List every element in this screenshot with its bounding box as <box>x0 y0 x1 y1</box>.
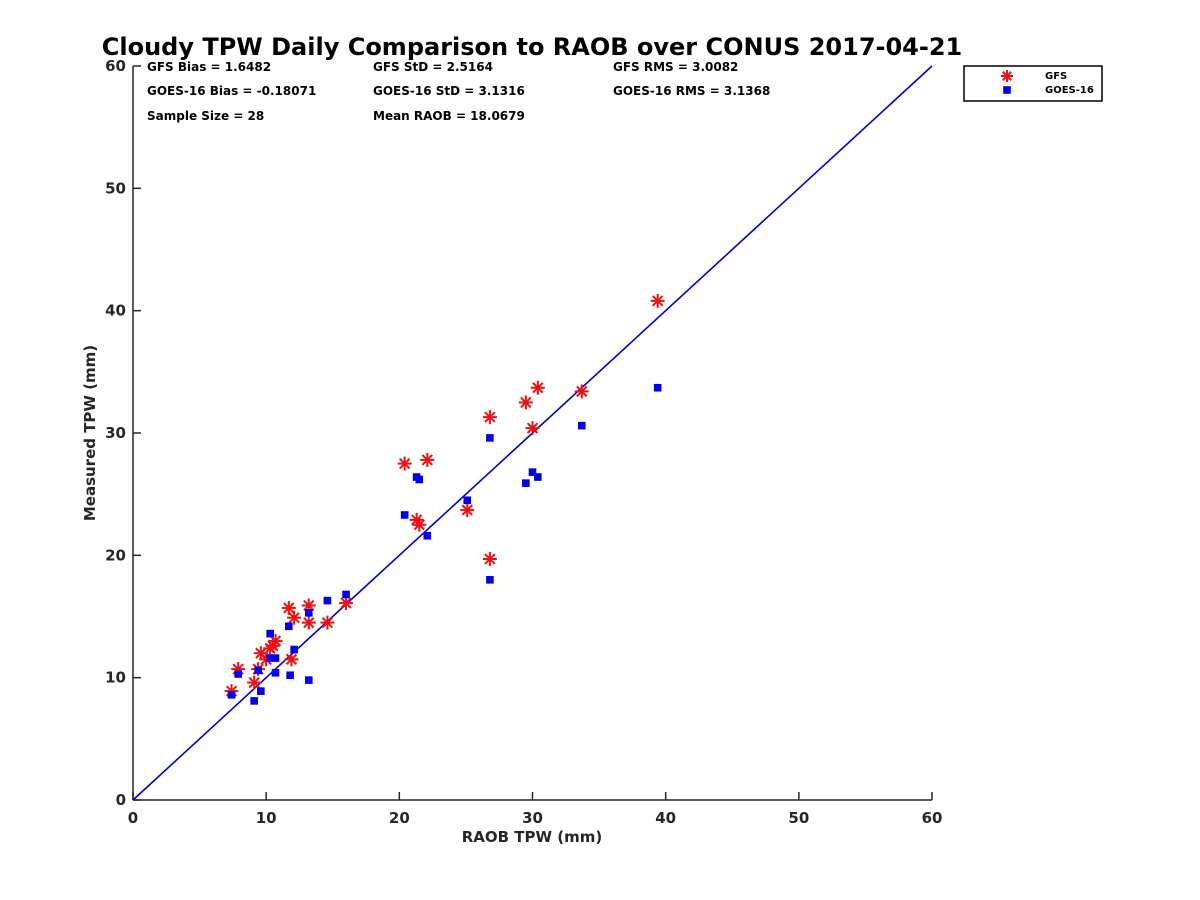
point-gfs <box>268 633 283 648</box>
stat-gfs-bias: GFS Bias = 1.6482 <box>147 60 271 74</box>
y-tick-label: 0 <box>116 791 126 809</box>
point-goes-16 <box>234 670 243 678</box>
x-axis-label: RAOB TPW (mm) <box>462 828 603 846</box>
point-goes-16 <box>271 668 280 677</box>
point-gfs <box>525 421 540 436</box>
point-goes-16 <box>304 609 313 617</box>
point-goes-16 <box>254 666 262 675</box>
point-goes-16 <box>342 590 350 599</box>
point-goes-16 <box>250 697 258 705</box>
chart-title: Cloudy TPW Daily Comparison to RAOB over… <box>102 33 962 61</box>
y-tick-label: 50 <box>105 179 126 197</box>
point-goes-16 <box>522 479 530 487</box>
point-goes-16 <box>486 576 494 584</box>
stat-mean-raob: Mean RAOB = 18.0679 <box>373 109 525 123</box>
point-goes-16 <box>286 671 294 680</box>
legend-marker-gfs <box>1001 70 1013 82</box>
stat-goes-std: GOES-16 StD = 3.1316 <box>373 84 525 98</box>
point-gfs <box>284 652 299 667</box>
legend-gfs-label: GFS <box>1045 71 1067 82</box>
stat-goes-rms: GOES-16 RMS = 3.1368 <box>613 84 770 98</box>
stat-sample-size: Sample Size = 28 <box>147 109 264 123</box>
point-gfs <box>650 293 665 308</box>
point-goes-16 <box>534 473 542 481</box>
point-goes-16 <box>415 475 424 484</box>
point-goes-16 <box>423 531 432 540</box>
point-goes-16 <box>463 496 472 505</box>
x-tick-label: 20 <box>389 809 410 827</box>
point-goes-16 <box>290 645 298 654</box>
point-gfs <box>247 675 262 690</box>
y-axis-label: Measured TPW (mm) <box>81 345 99 521</box>
point-goes-16 <box>257 687 265 695</box>
point-gfs <box>530 380 545 395</box>
point-gfs <box>339 596 354 611</box>
point-gfs <box>397 456 412 471</box>
point-goes-16 <box>528 468 537 476</box>
point-goes-16 <box>653 383 662 392</box>
stat-gfs-rms: GFS RMS = 3.0082 <box>613 60 738 74</box>
y-tick-label: 60 <box>105 57 126 75</box>
point-goes-16 <box>304 676 313 684</box>
point-goes-16 <box>266 629 274 638</box>
legend-gfs-marker <box>1001 70 1013 82</box>
x-tick-label: 30 <box>522 809 543 827</box>
point-goes-16 <box>266 654 274 662</box>
y-tick-label: 40 <box>105 302 126 320</box>
point-goes-16 <box>227 690 236 699</box>
point-goes-16 <box>486 434 494 442</box>
point-gfs <box>482 410 497 425</box>
point-gfs <box>482 552 497 567</box>
x-tick-label: 40 <box>655 809 676 827</box>
legend: GFS GOES-16 <box>963 65 1103 102</box>
point-gfs <box>460 503 475 518</box>
point-gfs <box>412 517 427 532</box>
legend-goes-marker <box>1003 86 1011 94</box>
point-goes-16 <box>271 654 280 662</box>
point-gfs <box>420 452 435 467</box>
x-tick-label: 10 <box>256 809 277 827</box>
x-tick-label: 60 <box>922 809 943 827</box>
point-goes-16 <box>400 511 409 519</box>
y-tick-label: 20 <box>105 546 126 564</box>
y-tick-label: 30 <box>105 424 126 442</box>
legend-goes-label: GOES-16 <box>1045 85 1094 96</box>
point-gfs <box>518 395 533 410</box>
stat-gfs-std: GFS StD = 2.5164 <box>373 60 493 74</box>
point-gfs <box>574 384 589 399</box>
point-gfs <box>301 615 316 630</box>
x-tick-label: 0 <box>128 809 138 827</box>
series-gfs <box>224 293 665 699</box>
point-goes-16 <box>323 596 332 605</box>
plot-area: 0 10 20 30 40 50 60 0 10 20 30 40 50 60 <box>105 57 942 827</box>
legend-marker-goes-16 <box>1003 86 1011 94</box>
point-goes-16 <box>577 421 586 430</box>
legend-box <box>963 65 1103 102</box>
stats-block: GFS Bias = 1.6482 GFS StD = 2.5164 GFS R… <box>147 60 770 123</box>
x-tick-label: 50 <box>788 809 809 827</box>
point-goes-16 <box>285 622 293 631</box>
stat-goes-bias: GOES-16 Bias = -0.18071 <box>147 84 316 98</box>
y-tick-label: 10 <box>105 669 126 687</box>
series-goes-16 <box>227 383 662 705</box>
point-gfs <box>287 610 302 625</box>
point-gfs <box>320 615 335 630</box>
point-gfs <box>281 600 296 615</box>
